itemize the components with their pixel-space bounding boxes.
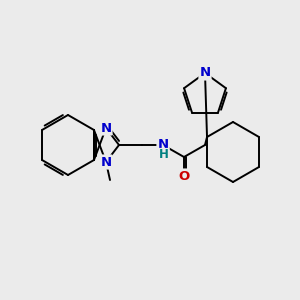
Text: N: N (200, 67, 211, 80)
Text: N: N (100, 155, 112, 169)
Text: H: H (159, 148, 169, 161)
Text: O: O (178, 169, 190, 182)
Text: N: N (158, 139, 169, 152)
Text: N: N (100, 122, 112, 134)
